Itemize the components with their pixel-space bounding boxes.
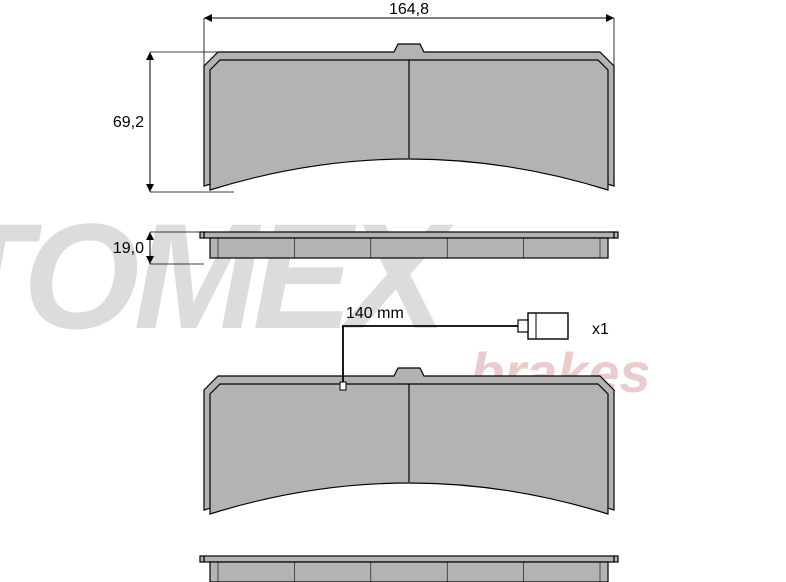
sensor-count-label: x1 — [592, 321, 609, 338]
technical-drawing: 164,8 69,2 19,0 140 mm x1 — [0, 0, 786, 582]
dimension-thickness-label: 19,0 — [113, 240, 144, 257]
dimension-height-label: 69,2 — [113, 114, 144, 131]
brake-pad-top-side — [200, 232, 618, 258]
brake-pad-top-face — [204, 44, 614, 190]
brake-pad-bottom-face — [204, 368, 614, 514]
sensor-wire-length-label: 140 mm — [346, 305, 404, 322]
dimension-thickness — [150, 232, 204, 264]
dimension-width-label: 164,8 — [389, 1, 429, 18]
brake-pad-bottom-side — [200, 556, 618, 582]
